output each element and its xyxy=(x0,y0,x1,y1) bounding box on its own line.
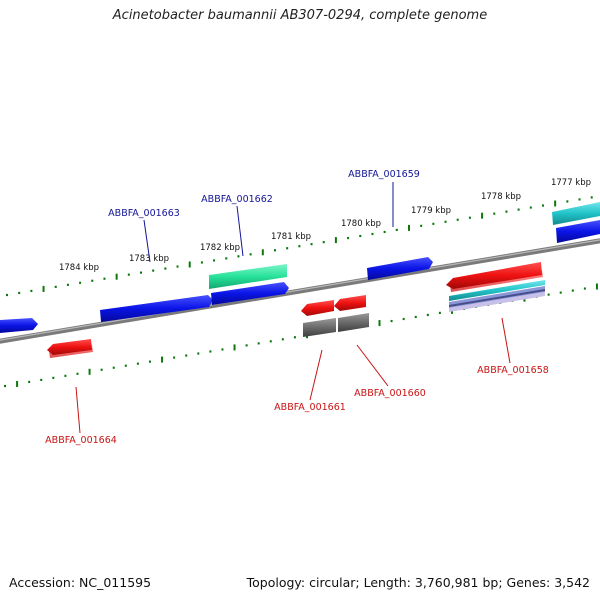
gene-arrow-forward[interactable] xyxy=(211,282,289,305)
gene-arrow-forward[interactable] xyxy=(100,295,213,322)
genome-backbone-highlight xyxy=(0,239,600,341)
gene-label[interactable]: ABBFA_001662 xyxy=(201,194,273,205)
gene-label[interactable]: ABBFA_001661 xyxy=(274,402,346,413)
rna-gene-reverse[interactable] xyxy=(449,280,545,301)
gene-label-layer: ABBFA_001659 ABBFA_001662 ABBFA_001663 ABBF… xyxy=(45,169,549,446)
upper-tick-track xyxy=(6,196,593,297)
accession-label: Accession: NC_011595 xyxy=(9,575,152,590)
gene-leader-line xyxy=(309,349,323,401)
gene-leader-line xyxy=(501,317,511,364)
rna-gene-reverse[interactable] xyxy=(449,289,545,307)
tick-label: 1781 kbp xyxy=(271,232,311,242)
rna-gene-reverse[interactable] xyxy=(449,292,545,312)
genome-backbone xyxy=(0,238,600,344)
genome-title: Acinetobacter baumannii AB307-0294, comp… xyxy=(112,8,488,23)
tick-label: 1782 kbp xyxy=(200,243,240,253)
gene-leader-line xyxy=(356,344,389,387)
gene-label[interactable]: ABBFA_001660 xyxy=(354,388,426,399)
tick-label: 1779 kbp xyxy=(411,206,451,216)
gene-arrow-forward[interactable] xyxy=(556,220,600,243)
gene-leader-line xyxy=(75,386,81,434)
tick-label: 1778 kbp xyxy=(481,192,521,202)
pseudo-gene-reverse[interactable] xyxy=(338,313,369,332)
pseudo-gene-reverse[interactable] xyxy=(303,318,336,337)
tick-label: 1783 kbp xyxy=(129,254,169,264)
gene-arrow-forward[interactable] xyxy=(0,318,38,333)
gene-leader-line xyxy=(236,205,244,257)
gene-label[interactable]: ABBFA_001664 xyxy=(45,435,117,446)
gene-arrow-reverse[interactable] xyxy=(47,339,92,355)
gene-leader-line xyxy=(143,219,151,263)
tick-label: 1777 kbp xyxy=(551,178,591,188)
gene-label[interactable]: ABBFA_001663 xyxy=(108,208,180,219)
tick-labels: 1777 kbp 1778 kbp 1779 kbp 1780 kbp 1781 kbp… xyxy=(59,178,591,273)
tick-label: 1784 kbp xyxy=(59,263,99,273)
gene-label[interactable]: ABBFA_001659 xyxy=(348,169,420,180)
forward-genes xyxy=(0,202,600,333)
rna-gene-forward[interactable] xyxy=(209,264,287,289)
gene-arrow-reverse[interactable] xyxy=(334,295,366,311)
gene-arrow-reverse[interactable] xyxy=(301,300,334,316)
gene-arrow-reverse[interactable] xyxy=(446,262,542,289)
topology-summary: Topology: circular; Length: 3,760,981 bp… xyxy=(246,575,590,590)
gene-arrow-forward[interactable] xyxy=(367,257,433,280)
reverse-genes xyxy=(47,262,545,358)
gene-label[interactable]: ABBFA_001658 xyxy=(477,365,549,376)
rna-gene-forward[interactable] xyxy=(552,202,600,225)
tick-label: 1780 kbp xyxy=(341,219,381,229)
